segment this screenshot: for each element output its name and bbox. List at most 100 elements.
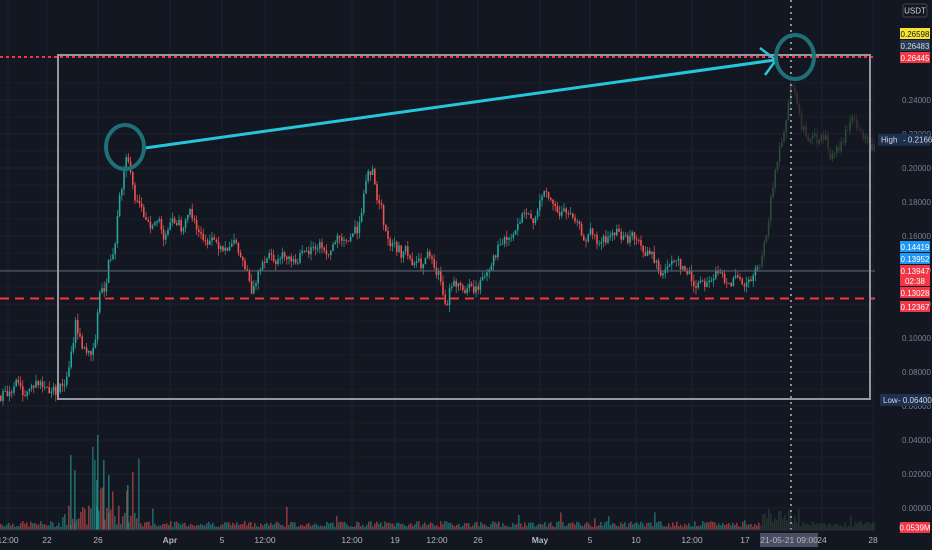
volume-bar [800,526,802,530]
range-rectangle[interactable] [57,54,871,400]
volume-bar [532,522,534,530]
candle-body [411,258,413,266]
volume-bar [8,523,10,530]
candle-body [4,390,6,392]
candle-body [825,135,827,140]
volume-bar [872,522,874,530]
highlight-circle-left[interactable] [104,123,146,171]
candle-body [385,224,387,231]
candle-body [28,388,31,392]
candle-body [374,168,376,185]
highlight-circle-right[interactable] [774,33,816,81]
volume-badge [900,522,930,533]
drawing-overlays[interactable] [0,0,875,530]
candle-body [464,290,466,294]
candle-body [871,144,873,151]
candle-body [301,250,303,254]
volume-bar [864,523,866,530]
volume-bar [648,522,650,530]
volume-bar [788,510,790,530]
volume-bar [160,525,162,530]
volume-bar [798,509,800,530]
volume-bar [830,524,832,530]
candle-body [327,254,330,256]
candle-body [704,281,706,287]
volume-bar [464,523,466,530]
volume-bar [100,488,102,530]
candle-body [572,213,574,218]
volume-bar [496,523,498,530]
volume-bar [758,522,760,530]
candle-body [420,258,422,269]
volume-bar [840,525,842,530]
volume-bar [398,522,400,530]
candle-body [59,383,61,393]
volume-bar [342,522,344,530]
candle-body [206,240,209,245]
candle-body [686,271,688,275]
currency-box[interactable] [902,3,928,18]
candle-body [382,204,385,225]
volume-bar [97,435,99,530]
volume-bar [234,524,236,530]
candle-body [451,286,453,288]
candle-body [72,342,75,352]
candle-body [829,148,831,160]
volume-bar [22,521,24,530]
candle-body [495,255,497,258]
time-axis[interactable]: 12:00 22 26 Apr 5 12:00 12:00 19 12:00 26 May 5 10 12… [0,529,932,550]
candle-body [728,282,730,284]
candle-body [369,171,372,175]
candle-body [589,228,592,235]
volume-bar [850,515,852,530]
candle-body [376,184,378,201]
volume-bar [616,525,618,530]
volume-bar [530,522,532,530]
volume-bar [638,524,640,530]
volume-bar [786,520,788,530]
volume-bar [68,505,70,530]
volume-bar [686,525,688,530]
volume-bar [550,522,552,530]
candle-body [266,258,268,263]
low-label: Low [883,396,898,405]
volume-bar [674,525,676,530]
candle-body [607,237,609,243]
candle-body [789,85,792,103]
high-badge [878,133,930,146]
candle-body [132,172,134,185]
volume-bar [468,523,470,530]
candle-body [616,228,618,236]
volume-bar [544,522,546,530]
candle-body [721,272,724,275]
volume-bar [428,524,430,530]
volume-bar [636,522,638,530]
volume-bar [254,523,256,530]
candle-body [96,312,99,340]
volume-bar [326,521,328,530]
volume-bar [278,522,280,530]
candle-body [534,217,537,224]
time-axis-bg [0,530,932,550]
volume-bar [488,526,490,530]
price-badge-text: 0.13947 [901,267,930,276]
volume-bar [808,524,810,530]
volume-bar [662,525,664,530]
volume-bar [222,524,224,530]
volume-bar [818,523,820,530]
candle-body [140,203,143,208]
candle-body [334,242,336,245]
volume-bar [346,524,348,530]
candle-body [732,277,735,287]
volume-bar [136,518,138,530]
trend-arrow-line[interactable] [144,58,776,150]
volume-bar [446,521,448,530]
candle-body [497,244,499,258]
candle-body [358,221,361,234]
volume-bar [182,523,184,530]
candle-body [486,272,488,277]
volume-bar [132,471,134,530]
volume-bar [56,525,58,530]
volume-bar [14,526,16,530]
